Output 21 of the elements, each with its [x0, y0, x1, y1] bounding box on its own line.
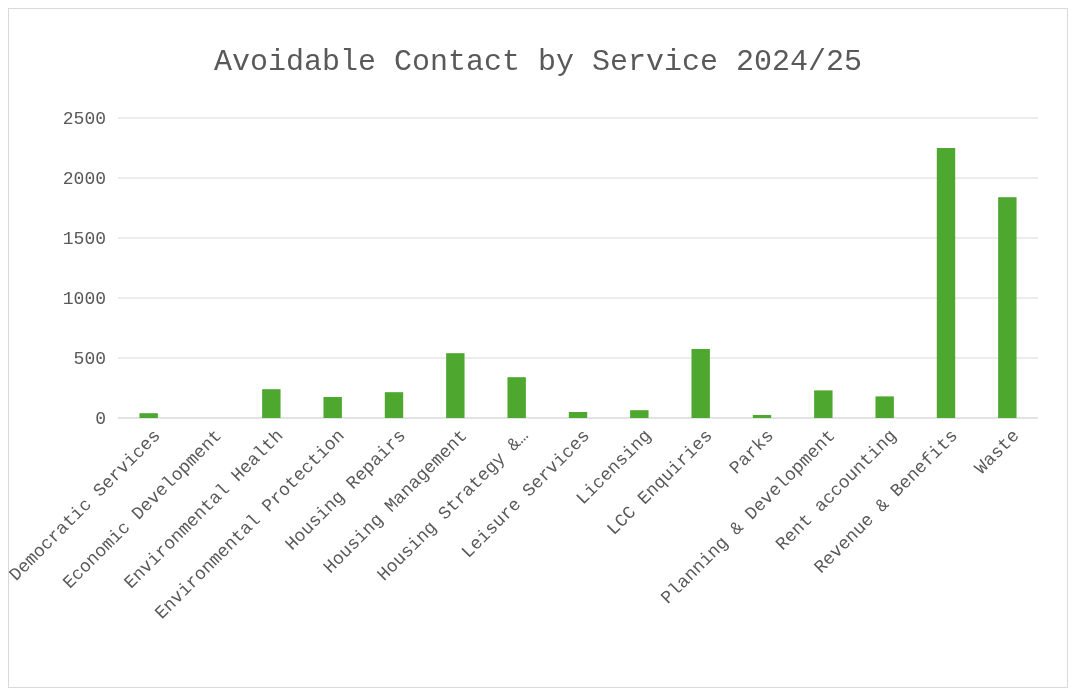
bar — [384, 392, 404, 418]
bar — [139, 413, 158, 418]
bar — [752, 415, 772, 418]
bar — [446, 353, 465, 418]
bar — [691, 349, 710, 418]
bar — [875, 396, 894, 418]
y-tick-label: 1500 — [62, 229, 106, 250]
chart-title: Avoidable Contact by Service 2024/25 — [213, 45, 863, 79]
bar — [323, 397, 342, 418]
y-tick-label: 500 — [73, 349, 106, 370]
y-tick-label: 2500 — [62, 109, 106, 130]
bar — [568, 412, 588, 418]
bar — [630, 410, 649, 418]
bar — [936, 148, 956, 418]
y-tick-label: 0 — [95, 409, 106, 430]
bar — [814, 390, 833, 418]
y-tick-label: 2000 — [62, 169, 106, 190]
bar — [998, 197, 1017, 418]
bar — [507, 377, 526, 418]
bar — [262, 389, 281, 418]
y-tick-label: 1000 — [62, 289, 106, 310]
